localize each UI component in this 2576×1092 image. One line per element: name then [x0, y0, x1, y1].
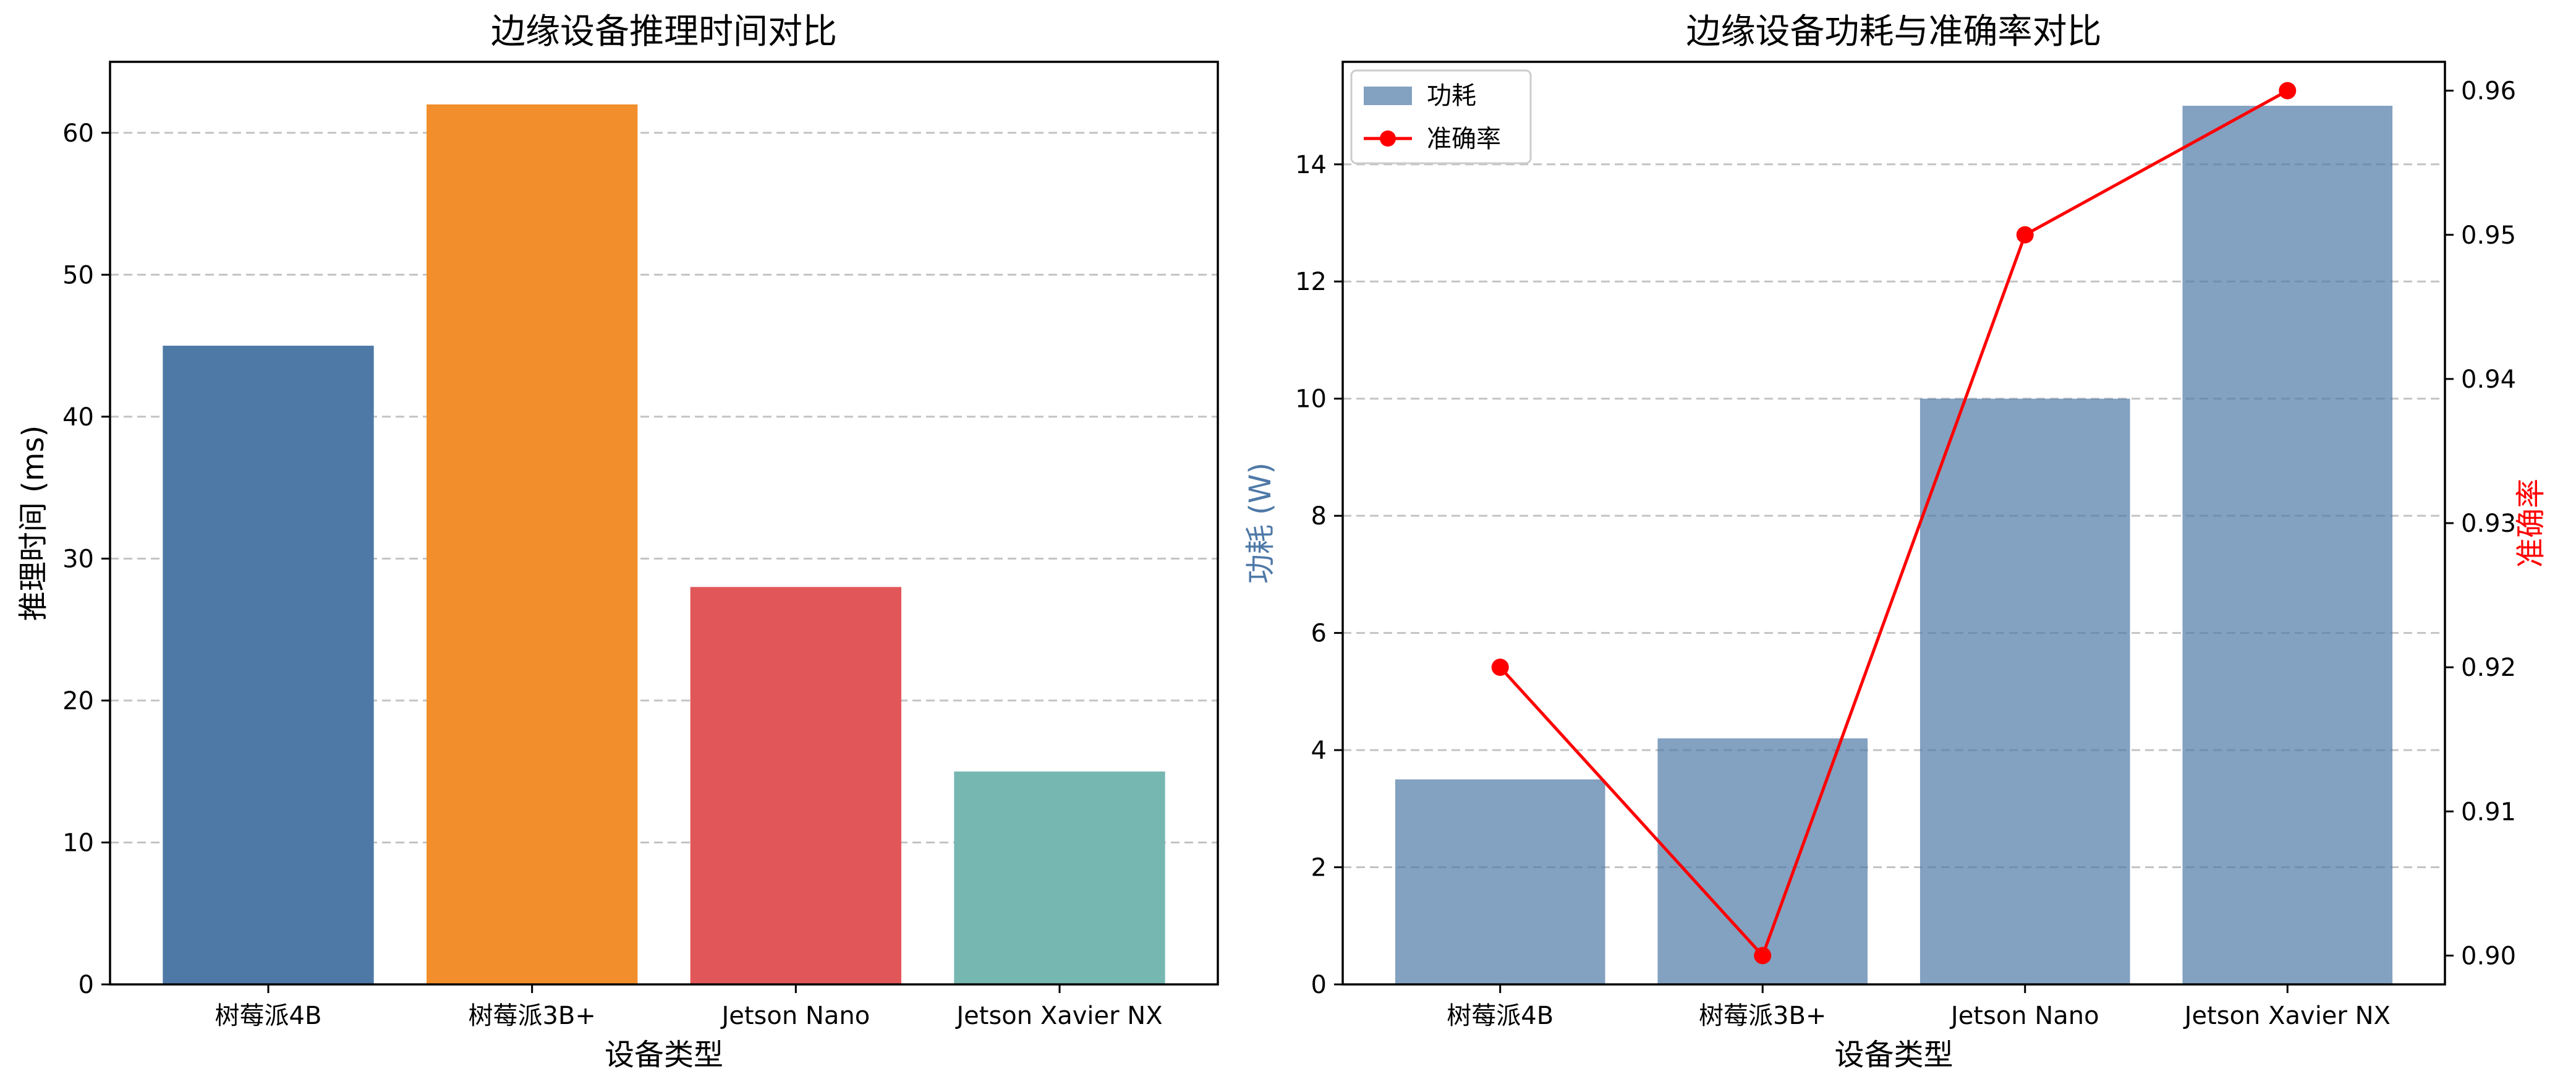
power-accuracy-chart: 0 2 4 6 8 10 12 14 0.90 0.91 0.92 0.93 0.94 0.95 0.96…: [1243, 12, 2548, 1072]
x-tick-label: 树莓派4B: [215, 1002, 322, 1030]
power-bar-4: [2182, 106, 2393, 985]
accuracy-point-2: [1754, 947, 1772, 965]
y-tick-label: 30: [62, 545, 94, 573]
right-y-tick-label: 0.93: [2461, 510, 2516, 538]
y-tick-label: 8: [1311, 502, 1327, 531]
y-tick-label: 4: [1311, 736, 1327, 765]
chart-title: 边缘设备推理时间对比: [491, 12, 837, 52]
y-tick-label: 6: [1311, 620, 1327, 648]
y-tick-label: 40: [62, 403, 94, 432]
right-y-axis-ticks: 0.90 0.91 0.92 0.93 0.94 0.95 0.96: [2445, 77, 2516, 970]
x-tick-label: Jetson Nano: [1949, 1002, 2099, 1030]
y-tick-label: 14: [1295, 151, 1327, 179]
x-axis-label: 设备类型: [605, 1038, 723, 1072]
accuracy-series-line: [1498, 89, 2289, 959]
bar-4: [954, 771, 1165, 984]
chart-title: 边缘设备功耗与准确率对比: [1686, 12, 2102, 52]
legend-swatch-accuracy-marker: [1380, 130, 1396, 147]
plot-frame: [109, 61, 1219, 986]
right-y-tick-label: 0.91: [2461, 798, 2516, 826]
y-tick-label: 10: [62, 829, 94, 857]
right-y-tick-label: 0.94: [2461, 365, 2516, 394]
bar-3: [690, 587, 901, 984]
power-bar-3: [1919, 398, 2130, 984]
legend-label-power: 功耗: [1427, 82, 1476, 110]
accuracy-point-1: [1491, 659, 1509, 676]
right-y-tick-label: 0.95: [2461, 221, 2516, 250]
accuracy-line: [1491, 82, 2297, 965]
right-y-tick-label: 0.90: [2461, 942, 2516, 970]
y-tick-label: 2: [1311, 854, 1327, 882]
accuracy-point-4: [2279, 82, 2297, 100]
x-axis-label: 设备类型: [1834, 1038, 1953, 1072]
legend-swatch-power: [1364, 87, 1412, 105]
x-tick-label: Jetson Xavier NX: [2183, 1002, 2391, 1030]
power-bar-2: [1657, 738, 1868, 984]
y-tick-label: 10: [1295, 385, 1327, 414]
right-y-axis-label: 准确率: [2514, 479, 2548, 568]
legend-label-accuracy: 准确率: [1427, 125, 1501, 153]
x-tick-label: 树莓派3B+: [468, 1002, 595, 1030]
y-tick-label: 0: [1311, 971, 1327, 999]
y-tick-label: 0: [79, 971, 94, 999]
accuracy-point-3: [2016, 226, 2034, 244]
x-axis-ticks: 树莓派4B 树莓派3B+ Jetson Nano Jetson Xavier NX: [215, 984, 1163, 1030]
x-axis-ticks: 树莓派4B 树莓派3B+ Jetson Nano Jetson Xavier NX: [1447, 984, 2391, 1030]
y-tick-label: 60: [62, 119, 94, 148]
inference-time-chart: 0 10 20 30 40 50 60 树莓派4B 树莓派3B+ Jetson Nano Jets…: [16, 12, 1219, 1072]
bar-2: [427, 104, 638, 984]
y-axis-ticks: 0 10 20 30 40 50 60: [62, 119, 110, 999]
power-bars: [1395, 106, 2393, 985]
x-tick-label: 树莓派3B+: [1699, 1002, 1826, 1030]
right-y-tick-label: 0.92: [2461, 654, 2516, 682]
y-tick-label: 12: [1295, 268, 1327, 296]
right-y-tick-label: 0.96: [2461, 77, 2516, 106]
x-tick-label: Jetson Xavier NX: [954, 1002, 1162, 1030]
y-axis-label: 推理时间 (ms): [16, 425, 51, 621]
bars: [163, 104, 1165, 984]
x-tick-label: Jetson Nano: [720, 1002, 870, 1030]
x-tick-label: 树莓派4B: [1447, 1002, 1554, 1030]
left-y-axis-label: 功耗 (W): [1243, 463, 1278, 584]
bar-1: [163, 346, 374, 984]
y-tick-label: 20: [62, 687, 94, 715]
y-tick-label: 50: [62, 261, 94, 289]
power-bar-1: [1395, 779, 1605, 984]
left-y-axis-ticks: 0 2 4 6 8 10 12 14: [1295, 151, 1343, 999]
